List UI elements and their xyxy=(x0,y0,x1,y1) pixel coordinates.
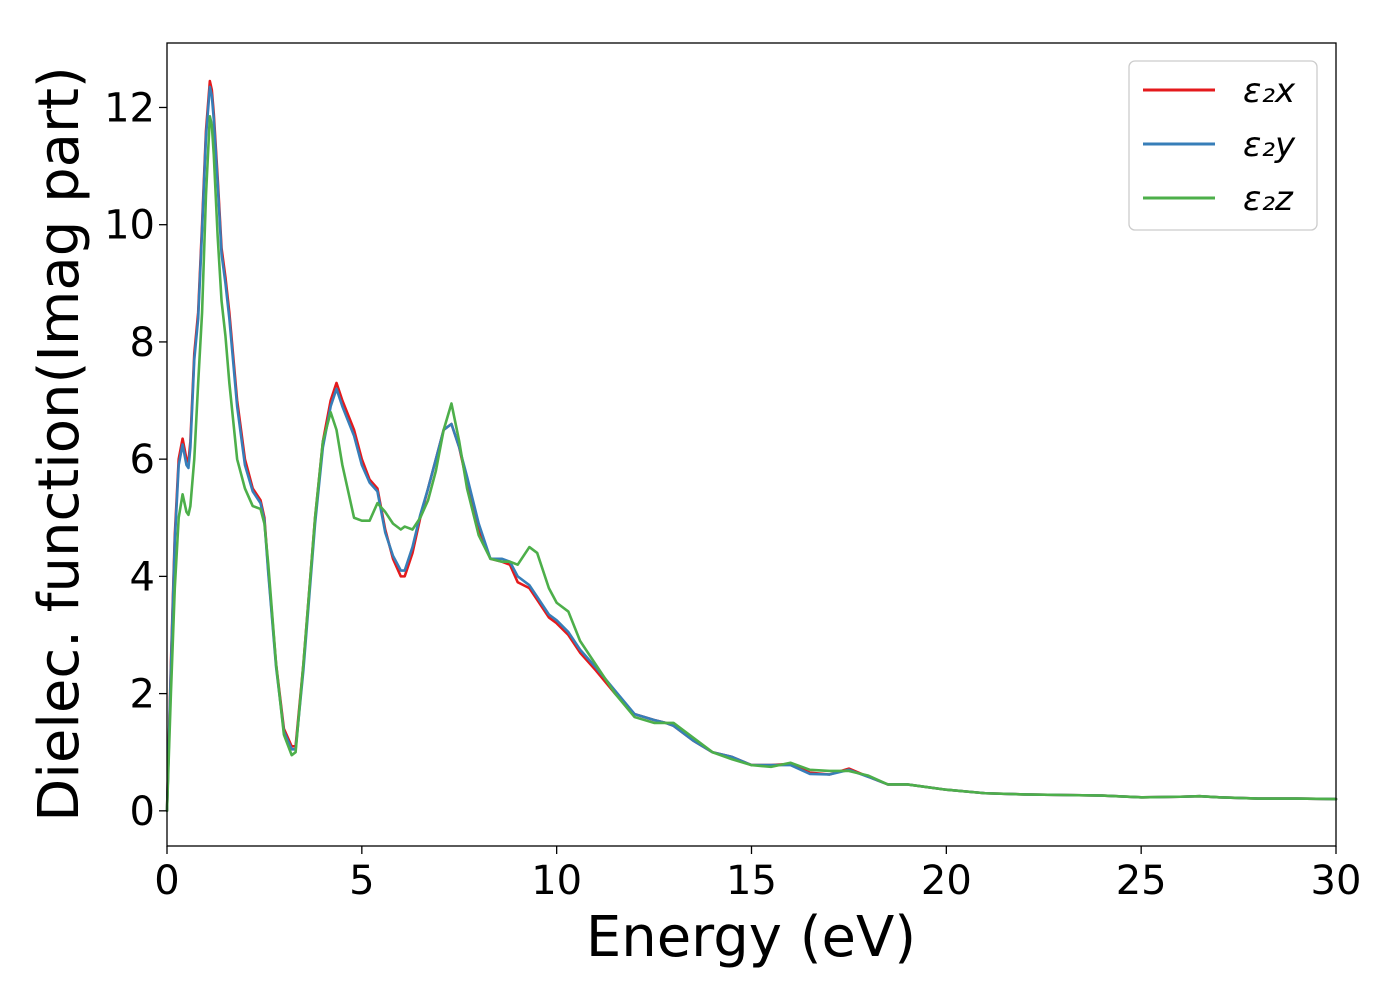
x-tick-label: 15 xyxy=(726,858,777,904)
y-tick-label: 10 xyxy=(104,203,155,249)
y-axis-label: Dielec. function(Imag part) xyxy=(27,66,92,822)
y-tick-label: 12 xyxy=(104,85,155,131)
x-tick-label: 5 xyxy=(349,858,374,904)
y-axis-ticks: 0 2 4 6 8 10 12 xyxy=(104,85,167,835)
x-tick-label: 20 xyxy=(921,858,972,904)
legend-label-2: ε₂z xyxy=(1243,179,1294,219)
y-tick-label: 6 xyxy=(130,437,155,483)
legend-label-1: ε₂y xyxy=(1243,125,1296,165)
y-tick-label: 8 xyxy=(130,320,155,366)
y-tick-label: 2 xyxy=(130,672,155,718)
legend-label-0: ε₂x xyxy=(1243,71,1296,111)
series-group xyxy=(165,79,1338,813)
x-tick-label: 0 xyxy=(154,858,179,904)
y-tick-label: 0 xyxy=(130,789,155,835)
x-axis-ticks: 0 5 10 15 20 25 30 xyxy=(154,846,1361,904)
y-tick-label: 4 xyxy=(130,554,155,600)
x-tick-label: 25 xyxy=(1116,858,1167,904)
x-tick-label: 30 xyxy=(1311,858,1362,904)
series-line-2 xyxy=(165,114,1338,813)
legend: ε₂x ε₂y ε₂z xyxy=(1128,60,1318,231)
legend-box xyxy=(1128,60,1318,231)
x-axis-label: Energy (eV) xyxy=(586,905,916,970)
x-tick-label: 10 xyxy=(531,858,582,904)
